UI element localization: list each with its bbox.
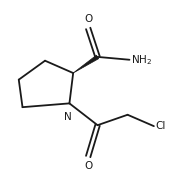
Text: O: O	[84, 14, 92, 24]
Text: O: O	[84, 161, 92, 171]
Text: NH$_2$: NH$_2$	[131, 53, 153, 67]
Text: N: N	[64, 112, 71, 122]
Polygon shape	[73, 55, 99, 73]
Text: Cl: Cl	[156, 121, 166, 131]
